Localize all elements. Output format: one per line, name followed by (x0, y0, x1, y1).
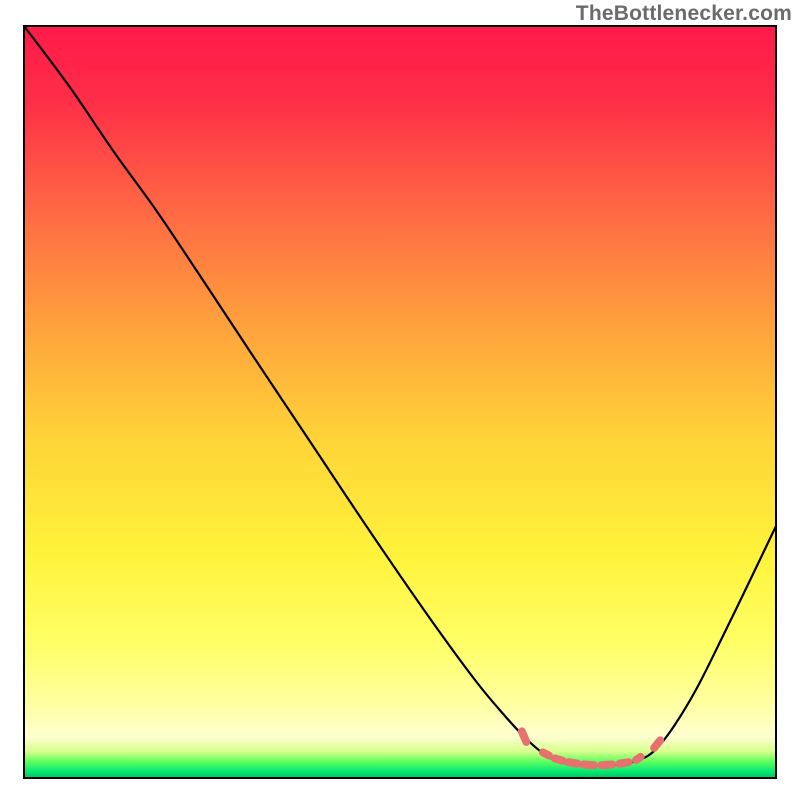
valley-marker (654, 740, 660, 748)
valley-marker (620, 762, 629, 764)
bottleneck-chart (0, 0, 800, 800)
valley-marker (583, 764, 594, 765)
valley-marker (522, 731, 527, 742)
valley-marker (568, 762, 577, 764)
valley-marker (636, 757, 641, 760)
chart-container: TheBottlenecker.com (0, 0, 800, 800)
valley-marker (602, 764, 613, 765)
valley-marker (543, 752, 549, 755)
valley-marker (555, 758, 563, 760)
plot-background (24, 26, 776, 778)
attribution-label: TheBottlenecker.com (576, 2, 792, 26)
